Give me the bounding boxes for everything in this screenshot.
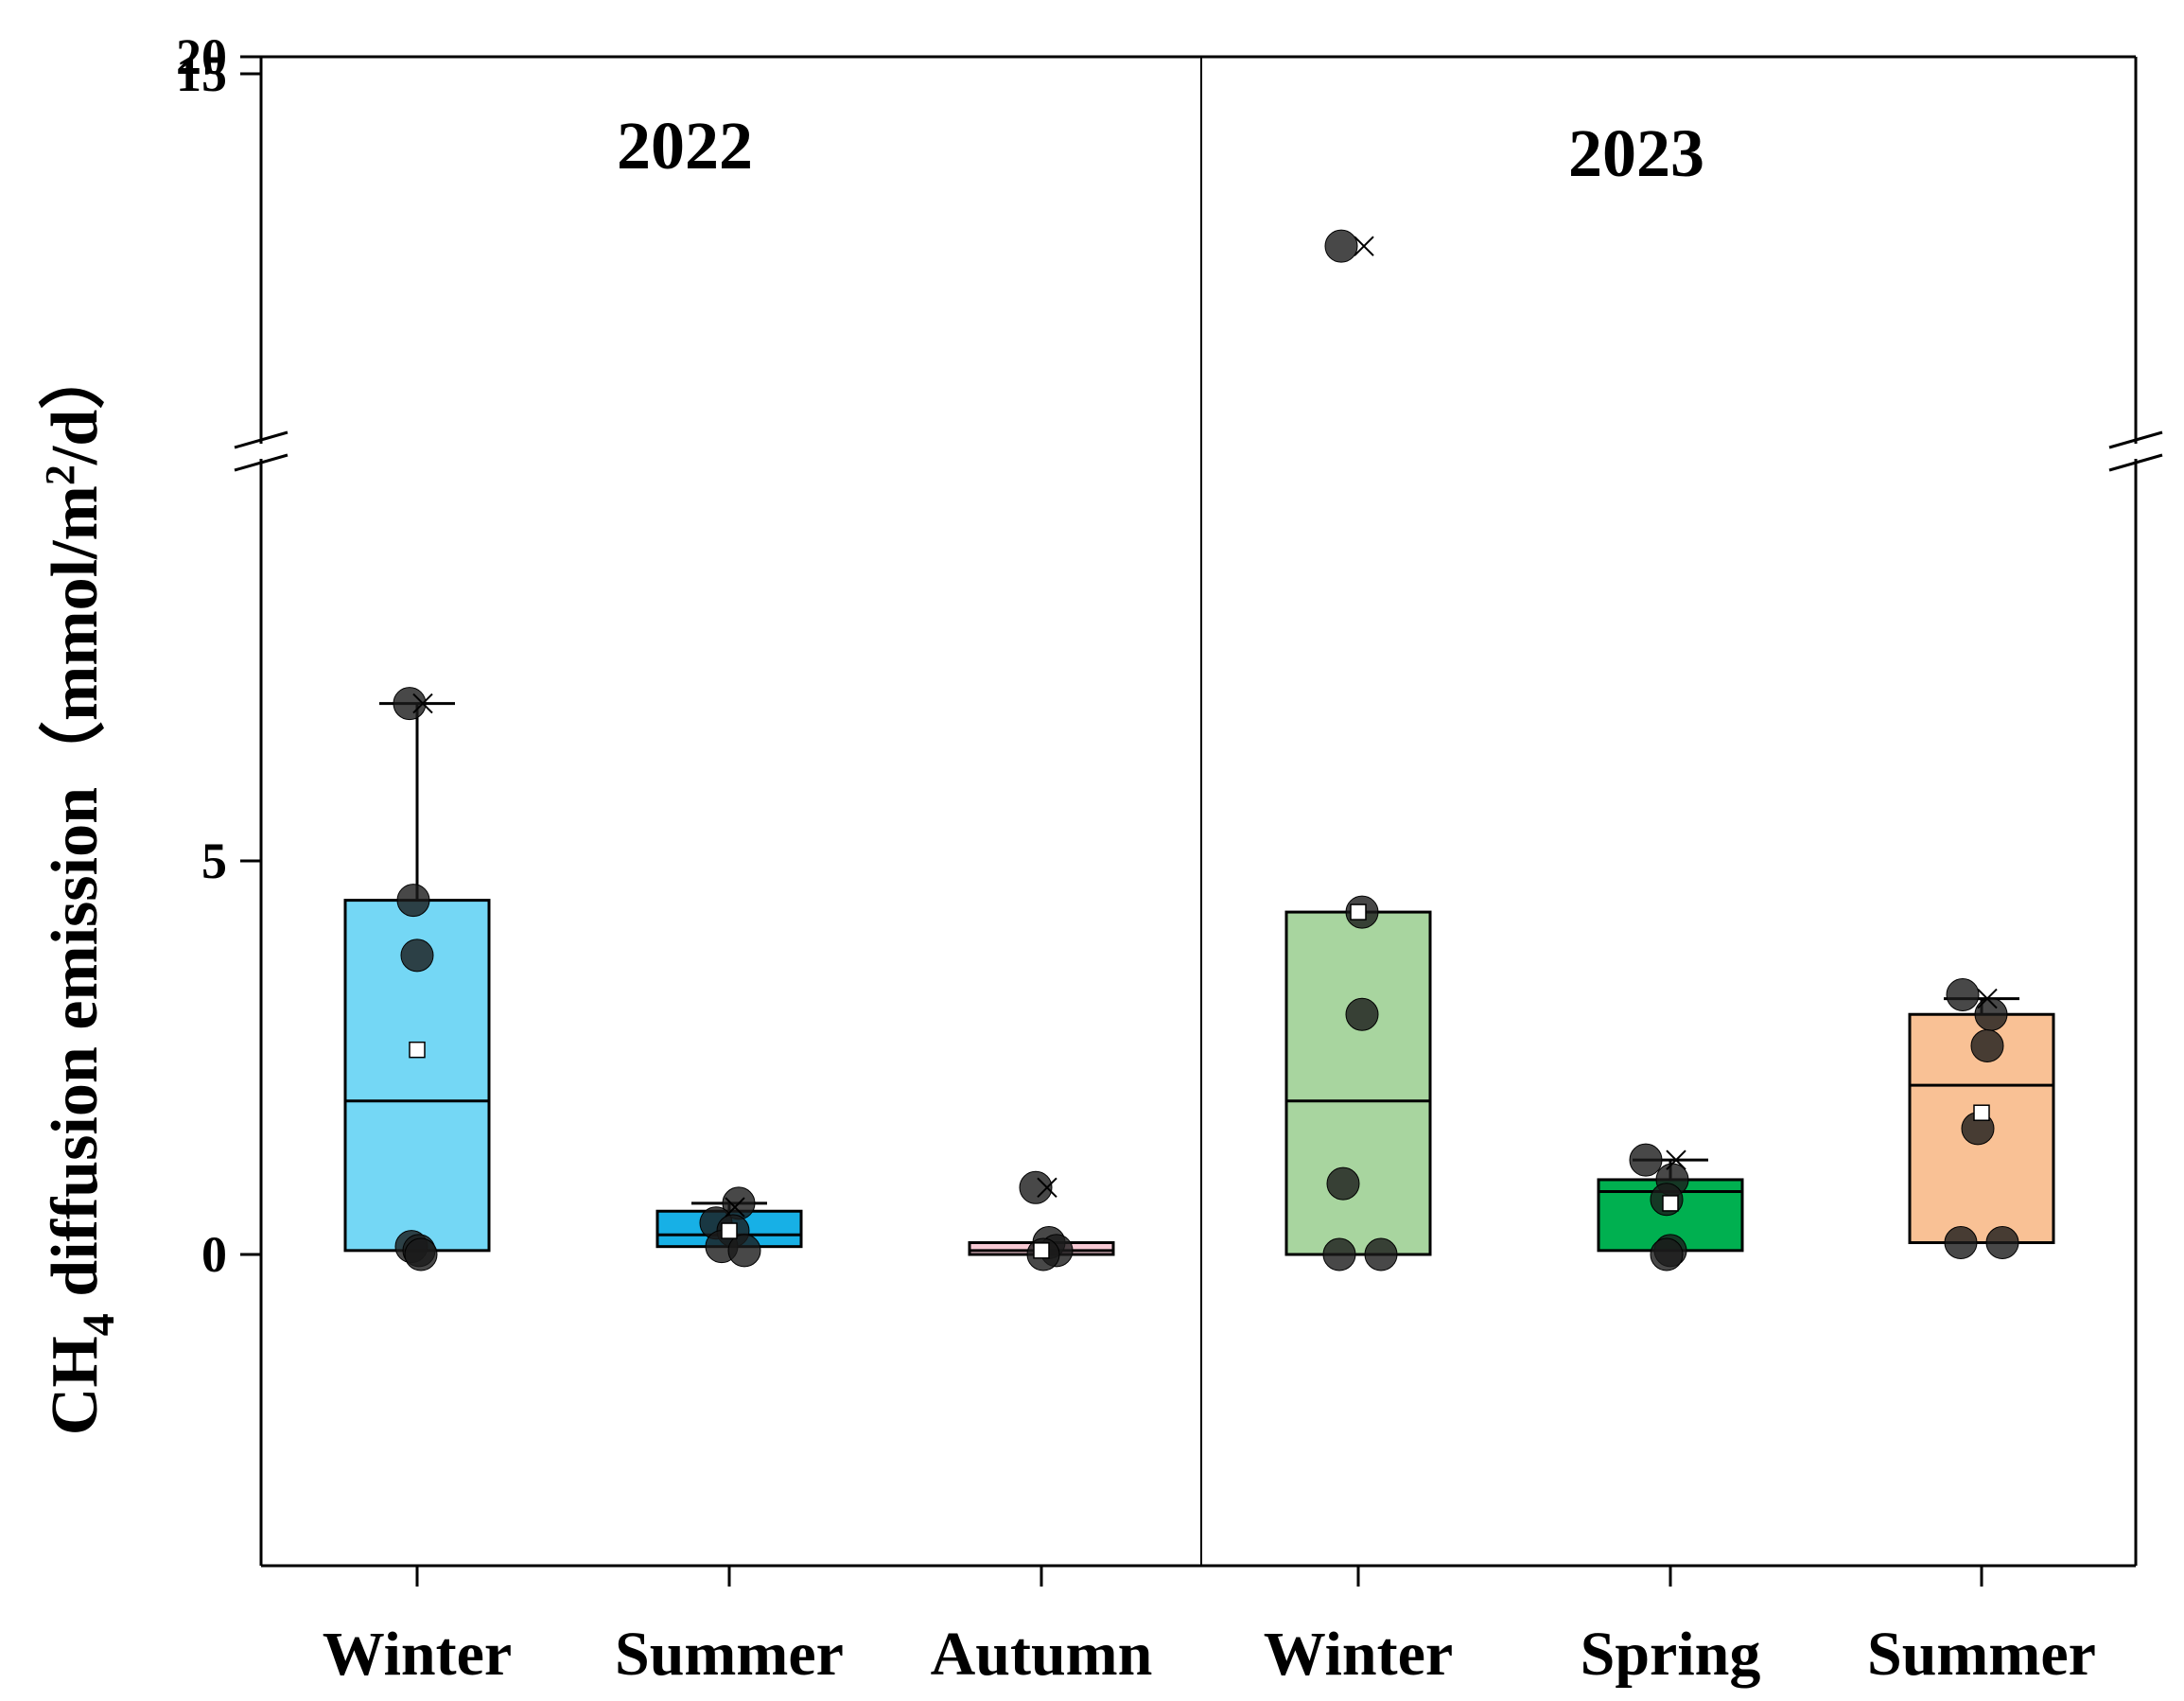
y-tick-label: 5 xyxy=(201,833,227,889)
box-winter-2023 xyxy=(1284,229,1432,1271)
box-summer-2023 xyxy=(1908,977,2055,1260)
box-winter-2022 xyxy=(343,687,491,1271)
axis-break-mark-left xyxy=(234,430,288,449)
data-point xyxy=(727,1234,761,1268)
x-marker xyxy=(1666,1149,1686,1170)
mean-marker xyxy=(721,1222,738,1239)
box-summer-2022 xyxy=(655,1186,803,1268)
data-point xyxy=(1944,1226,1978,1260)
mean-marker xyxy=(409,1041,426,1059)
axis-break-mark-right xyxy=(2108,453,2163,472)
y-tick-label: 15 xyxy=(176,45,227,102)
x-tick-label: Summer xyxy=(615,1620,844,1689)
year-label: 2022 xyxy=(617,108,753,184)
data-point xyxy=(404,1237,438,1271)
ylabel-prefix: CH xyxy=(39,1336,112,1435)
axis-break-mark-left xyxy=(234,453,288,472)
x-tick-label: Winter xyxy=(323,1620,512,1689)
mean-marker xyxy=(1350,903,1367,921)
data-point xyxy=(1326,1166,1360,1201)
plot-area xyxy=(343,229,2055,1271)
y-tick-label: 0 xyxy=(201,1226,227,1283)
axis-break-mark-right xyxy=(2108,430,2163,449)
x-tick-label: Autumn xyxy=(931,1620,1153,1689)
ylabel-suffix: /d） xyxy=(38,343,112,465)
data-point xyxy=(1364,1237,1398,1271)
x-tick-label: Winter xyxy=(1264,1620,1453,1689)
box-autumn-2022 xyxy=(968,1170,1115,1271)
ylabel-middle: diffusion emission（mmol/m xyxy=(38,485,112,1313)
data-point xyxy=(1324,229,1358,263)
x-tick-label: Summer xyxy=(1867,1620,2096,1689)
ylabel-subscript: 4 xyxy=(74,1313,124,1336)
data-point xyxy=(396,884,430,918)
data-point xyxy=(1629,1143,1663,1177)
x-marker xyxy=(1354,236,1374,256)
data-point xyxy=(1322,1237,1356,1271)
box-spring-2023 xyxy=(1597,1143,1744,1271)
data-point xyxy=(400,938,434,973)
x-marker xyxy=(1977,988,1998,1009)
data-point xyxy=(1019,1170,1053,1204)
data-point xyxy=(1985,1226,2019,1260)
data-point xyxy=(393,687,427,721)
x-marker xyxy=(725,1197,745,1218)
data-point xyxy=(1650,1237,1684,1271)
mean-marker xyxy=(1033,1242,1050,1259)
mean-marker xyxy=(1973,1104,1990,1121)
data-point xyxy=(1345,997,1379,1031)
box-iqr xyxy=(1284,910,1432,1256)
x-marker xyxy=(412,693,433,714)
year-label: 2023 xyxy=(1568,115,1704,191)
y-axis-label: CH4 diffusion emission（mmol/m2/d） xyxy=(37,343,124,1435)
data-point xyxy=(1970,1029,2004,1063)
x-tick-label: Spring xyxy=(1581,1620,1761,1689)
data-point xyxy=(1946,977,1980,1011)
mean-marker xyxy=(1662,1195,1679,1212)
x-marker xyxy=(1037,1177,1057,1198)
ylabel-superscript: 2 xyxy=(37,465,83,485)
y-tick-label: 20 xyxy=(176,28,227,85)
